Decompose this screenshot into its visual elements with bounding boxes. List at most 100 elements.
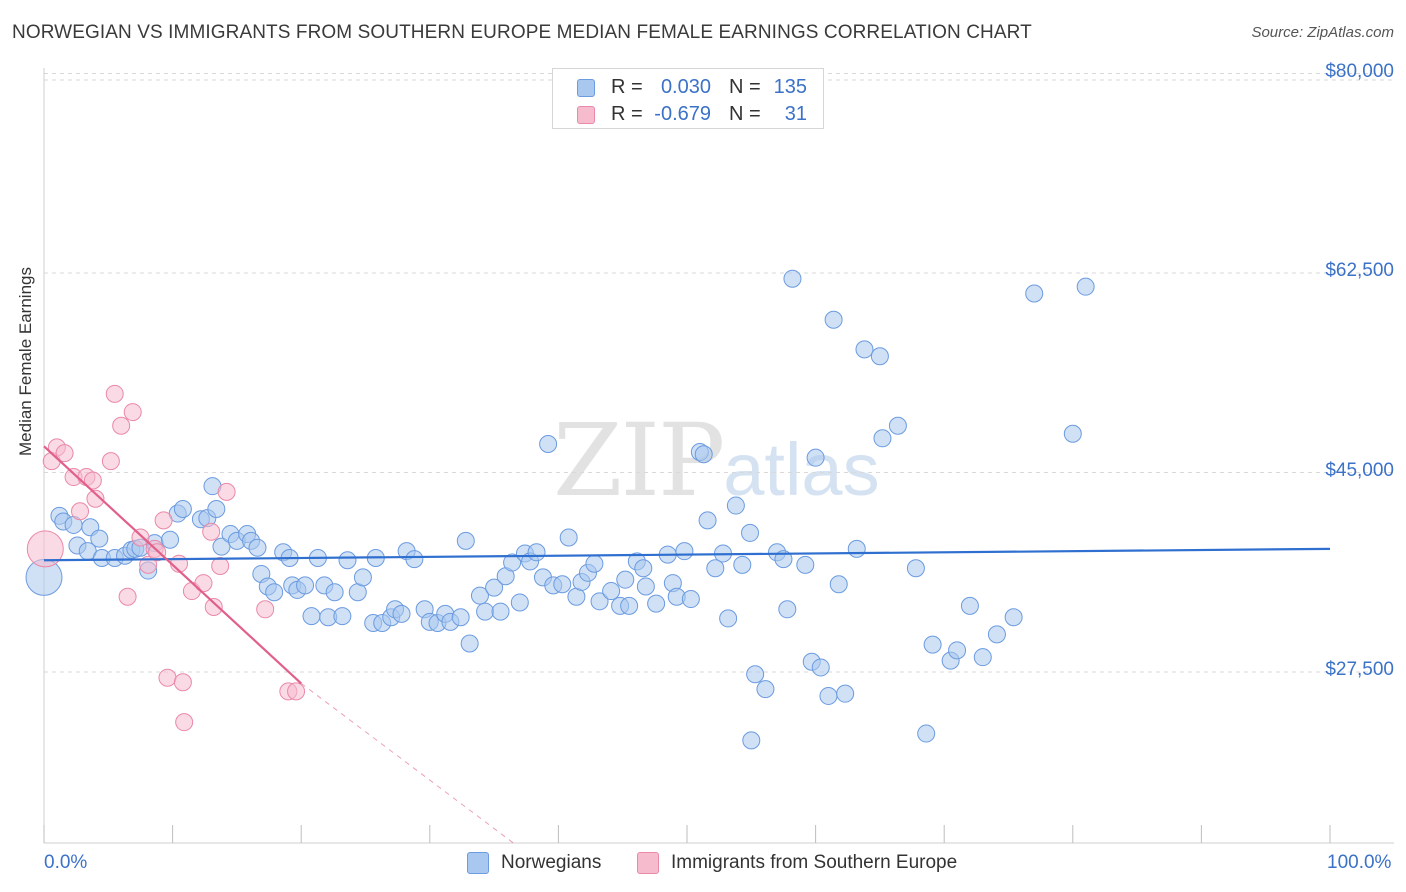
r-value: -0.679 [654, 103, 711, 125]
point-norwegians [1076, 277, 1095, 296]
r-value: 0.030 [660, 76, 711, 98]
point-immigrants [204, 598, 223, 617]
point-norwegians [917, 724, 936, 743]
point-norwegians [756, 680, 775, 699]
y-axis-label: Median Female Earnings [16, 267, 35, 456]
n-label: N = [729, 76, 761, 98]
point-norwegians [636, 577, 655, 596]
y-tick-label: $80,000 [1325, 60, 1394, 82]
point-immigrants [256, 600, 275, 619]
n-label: N = [729, 103, 761, 125]
point-norwegians [774, 550, 793, 569]
point-immigrants [112, 416, 131, 435]
point-norwegians [302, 607, 321, 626]
point-norwegians [460, 634, 479, 653]
point-norwegians [590, 592, 609, 611]
point-norwegians [855, 340, 874, 359]
point-norwegians [503, 553, 522, 572]
point-norwegians [811, 658, 830, 677]
point-norwegians [90, 529, 109, 548]
r-label: R = [611, 103, 643, 125]
point-norwegians [451, 608, 470, 627]
point-norwegians [616, 570, 635, 589]
point-immigrants [101, 452, 120, 471]
point-norwegians [824, 310, 843, 329]
point-norwegians [353, 568, 372, 587]
point-immigrants [287, 682, 306, 701]
n-value: 31 [784, 103, 807, 125]
point-norwegians [559, 528, 578, 547]
y-tick-label: $62,500 [1325, 260, 1394, 281]
y-tick-label: $27,500 [1325, 659, 1394, 680]
point-immigrants [202, 522, 221, 541]
point-immigrants [118, 587, 137, 606]
point-immigrants [154, 511, 173, 530]
point-norwegians [675, 542, 694, 561]
point-norwegians [248, 538, 267, 557]
point-norwegians [1063, 424, 1082, 443]
point-norwegians [585, 554, 604, 573]
point-norwegians [456, 531, 475, 550]
trendline-norwegians [43, 547, 1331, 562]
point-norwegians [847, 539, 866, 558]
point-norwegians [392, 604, 411, 623]
point-immigrants [194, 574, 213, 593]
point-immigrants [211, 556, 230, 575]
point-norwegians [333, 607, 352, 626]
point-norwegians [1025, 284, 1044, 303]
x-tick-label-max: 100.0% [1327, 852, 1392, 873]
point-norwegians [553, 575, 572, 594]
point-norwegians [987, 625, 1006, 644]
point-immigrants [26, 530, 64, 568]
point-norwegians [888, 416, 907, 435]
point-immigrants [131, 528, 150, 547]
point-norwegians [923, 635, 942, 654]
legend-label: Norwegians [501, 852, 602, 873]
watermark-zip: ZIP [553, 402, 725, 519]
point-immigrants [55, 444, 74, 463]
source-credit: Source: ZipAtlas.com [1251, 24, 1394, 41]
point-norwegians [746, 665, 765, 684]
point-norwegians [783, 269, 802, 288]
point-immigrants [123, 403, 142, 422]
legend-label: Immigrants from Southern Europe [671, 852, 958, 873]
stats-legend: R = 0.030 N = 135 R = -0.679 N = 31 [552, 68, 824, 129]
point-norwegians [873, 429, 892, 448]
point-norwegians [470, 586, 489, 605]
point-norwegians [819, 686, 838, 705]
watermark: ZIPatlas [553, 402, 880, 519]
point-norwegians [796, 555, 815, 574]
point-norwegians [405, 550, 424, 569]
x-tick-label-min: 0.0% [44, 852, 88, 873]
trendline-immigrants-extension [300, 683, 514, 844]
point-norwegians [742, 731, 761, 750]
blue-swatch [577, 79, 595, 97]
y-tick-label: $45,000 [1325, 459, 1394, 481]
point-immigrants [71, 502, 90, 521]
point-norwegians [694, 445, 713, 464]
point-norwegians [602, 582, 621, 601]
point-norwegians [698, 511, 717, 530]
point-norwegians [296, 576, 315, 595]
point-norwegians [960, 596, 979, 615]
point-norwegians [836, 684, 855, 703]
chart-title: NORWEGIAN VS IMMIGRANTS FROM SOUTHERN EU… [12, 22, 1032, 43]
pink-swatch [637, 852, 659, 874]
point-norwegians [1004, 608, 1023, 627]
point-norwegians [906, 559, 925, 578]
point-norwegians [476, 602, 495, 621]
point-norwegians [634, 559, 653, 578]
trendline-immigrants [43, 445, 302, 685]
point-norwegians [161, 530, 180, 549]
n-value: 135 [773, 76, 807, 98]
point-norwegians [829, 575, 848, 594]
point-immigrants [83, 471, 102, 490]
point-norwegians [207, 499, 226, 518]
point-immigrants [86, 489, 105, 508]
point-norwegians [510, 593, 529, 612]
point-norwegians [173, 499, 192, 518]
point-immigrants [139, 555, 158, 574]
watermark-atlas: atlas [723, 428, 880, 511]
pink-swatch [577, 106, 595, 124]
point-norwegians [733, 555, 752, 574]
